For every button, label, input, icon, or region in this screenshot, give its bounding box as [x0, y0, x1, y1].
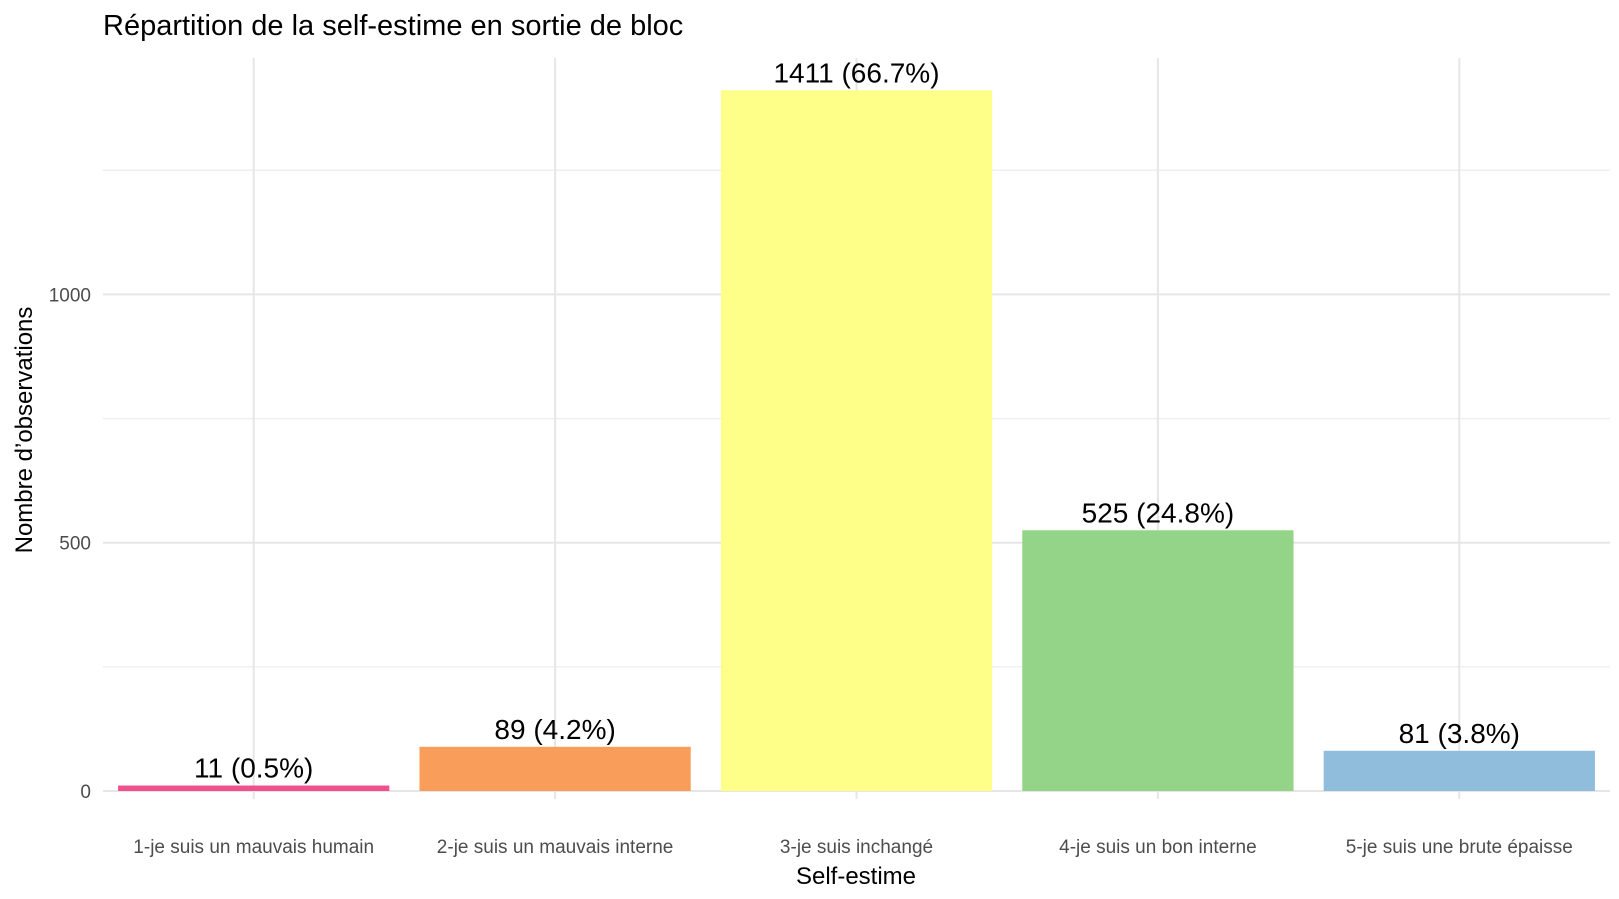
bar	[1323, 750, 1595, 791]
bar	[118, 785, 390, 791]
bar	[419, 746, 691, 791]
bar	[1022, 530, 1294, 791]
y-tick-label: 0	[80, 782, 91, 803]
bar-data-label: 525 (24.8%)	[1082, 497, 1235, 528]
bar-data-label: 89 (4.2%)	[494, 714, 615, 745]
bar-data-label: 11 (0.5%)	[194, 753, 313, 784]
x-tick-label: 5-je suis une brute épaisse	[1346, 837, 1573, 858]
x-axis-ticks: 1-je suis un mauvais humain 2-je suis un …	[133, 837, 1573, 858]
y-axis-ticks: 0 500 1000	[49, 285, 91, 803]
bar-data-label: 1411 (66.7%)	[773, 57, 939, 88]
bar	[720, 90, 993, 791]
data-labels: 11 (0.5%) 89 (4.2%) 1411 (66.7%) 525 (24.8%…	[194, 57, 1520, 783]
chart-title: Répartition de la self-estime en sortie …	[103, 10, 683, 42]
y-tick-label: 500	[59, 534, 91, 555]
x-tick-label: 3-je suis inchangé	[780, 837, 933, 858]
x-tick-label: 1-je suis un mauvais humain	[133, 837, 374, 858]
bar-data-label: 81 (3.8%)	[1399, 718, 1520, 749]
y-tick-label: 1000	[49, 285, 91, 306]
bars	[118, 90, 1595, 791]
y-axis-title: Nombre d’observations	[11, 307, 38, 554]
x-axis-title: Self-estime	[796, 863, 916, 890]
x-tick-label: 4-je suis un bon interne	[1059, 837, 1257, 858]
x-tick-label: 2-je suis un mauvais interne	[437, 837, 674, 858]
